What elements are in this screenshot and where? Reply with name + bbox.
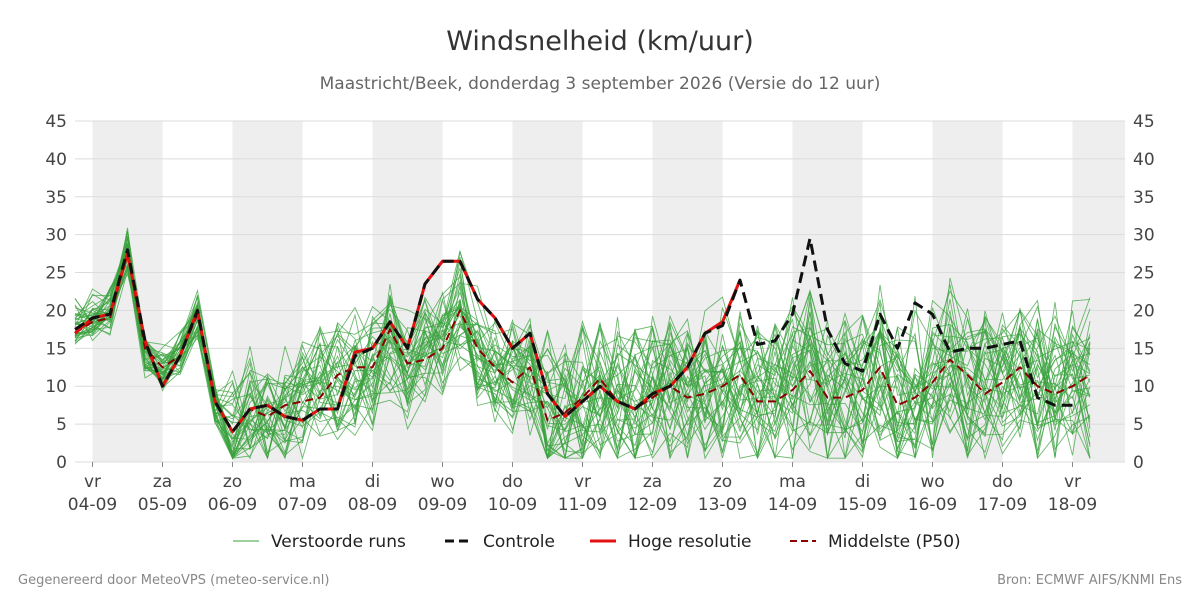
ensemble-run-line <box>74 239 1091 460</box>
ensemble-runs <box>74 227 1091 460</box>
ensemble-run-line <box>74 248 1091 460</box>
x-axis-ticks: vr 04-09 za 05-09 zo 06-09 ma 07-09 di 08-09 wo 09-… <box>68 462 1097 515</box>
x-tick-date: 13-09 <box>698 495 747 515</box>
x-tick-day: do <box>992 472 1013 492</box>
x-tick-date: 12-09 <box>628 495 677 515</box>
x-tick-day: di <box>365 472 381 492</box>
x-tick-date: 16-09 <box>908 495 957 515</box>
ensemble-run-line <box>74 247 1091 459</box>
x-tick-date: 05-09 <box>138 495 187 515</box>
x-tick-day: ma <box>289 472 316 492</box>
x-tick-date: 07-09 <box>278 495 327 515</box>
ensemble-run-line <box>74 263 1091 460</box>
y-tick-label-right: 30 <box>1133 226 1155 246</box>
y-tick-label-left: 45 <box>45 112 67 132</box>
x-tick-day: wo <box>920 472 944 492</box>
y-tick-label-right: 25 <box>1133 264 1155 284</box>
footer-generator: Gegenereerd door MeteoVPS (meteo-service… <box>18 573 329 588</box>
x-tick-date: 08-09 <box>348 495 397 515</box>
y-tick-label-right: 10 <box>1133 377 1155 397</box>
y-tick-label-right: 20 <box>1133 301 1155 321</box>
x-tick-day: do <box>502 472 523 492</box>
x-tick-day: za <box>153 472 172 492</box>
ensemble-run-line <box>74 227 1091 459</box>
x-tick-date: 11-09 <box>558 495 607 515</box>
x-tick-date: 04-09 <box>68 495 117 515</box>
y-axis-ticks: 0 0 5 5 10 10 15 15 20 20 25 25 30 30 35 35 40 40 45 45 <box>45 112 1154 473</box>
ensemble-run-line <box>74 243 1091 460</box>
x-tick-day: vr <box>1064 472 1081 492</box>
ensemble-run-line <box>74 245 1091 460</box>
ensemble-run-line <box>74 252 1091 459</box>
legend-label: Middelste (P50) <box>828 532 961 552</box>
x-tick-date: 14-09 <box>768 495 817 515</box>
y-tick-label-right: 35 <box>1133 188 1155 208</box>
y-tick-label-left: 25 <box>45 264 67 284</box>
x-tick-day: vr <box>84 472 101 492</box>
legend-label: Hoge resolutie <box>628 532 752 552</box>
ensemble-run-line <box>74 270 1091 455</box>
y-tick-label-right: 5 <box>1133 415 1144 435</box>
y-tick-label-left: 0 <box>56 453 67 473</box>
y-tick-label-left: 10 <box>45 377 67 397</box>
main-series <box>74 237 1091 434</box>
y-tick-label-left: 30 <box>45 226 67 246</box>
x-tick-date: 17-09 <box>978 495 1027 515</box>
legend-label: Verstoorde runs <box>271 532 406 552</box>
ensemble-run-line <box>74 243 1091 460</box>
ensemble-run-line <box>74 231 1091 452</box>
ensemble-run-line <box>74 243 1091 460</box>
x-tick-day: zo <box>223 472 242 492</box>
y-tick-label-left: 40 <box>45 150 67 170</box>
y-tick-label-left: 20 <box>45 301 67 321</box>
x-tick-day: vr <box>574 472 591 492</box>
y-tick-label-right: 45 <box>1133 112 1155 132</box>
x-tick-day: za <box>643 472 662 492</box>
x-tick-day: zo <box>713 472 732 492</box>
x-tick-date: 09-09 <box>418 495 467 515</box>
y-tick-label-left: 35 <box>45 188 67 208</box>
x-tick-day: ma <box>779 472 806 492</box>
footer-source: Bron: ECMWF AIFS/KNMI Ens <box>997 573 1182 588</box>
x-tick-date: 18-09 <box>1048 495 1097 515</box>
legend: Verstoorde runs Controle Hoge resolutie Mid… <box>233 532 961 552</box>
y-tick-label-left: 15 <box>45 339 67 359</box>
chart-title: Windsnelheid (km/uur) <box>446 26 754 57</box>
x-tick-day: di <box>855 472 871 492</box>
ensemble-run-line <box>74 256 1091 460</box>
legend-label: Controle <box>483 532 555 552</box>
y-tick-label-right: 40 <box>1133 150 1155 170</box>
y-tick-label-right: 0 <box>1133 453 1144 473</box>
x-tick-date: 15-09 <box>838 495 887 515</box>
y-tick-label-left: 5 <box>56 415 67 435</box>
chart-subtitle: Maastricht/Beek, donderdag 3 september 2… <box>320 74 881 94</box>
x-tick-date: 06-09 <box>208 495 257 515</box>
x-tick-day: wo <box>430 472 454 492</box>
x-tick-date: 10-09 <box>488 495 537 515</box>
control-line <box>74 237 1073 434</box>
shade-band <box>92 121 163 462</box>
y-tick-label-right: 15 <box>1133 339 1155 359</box>
